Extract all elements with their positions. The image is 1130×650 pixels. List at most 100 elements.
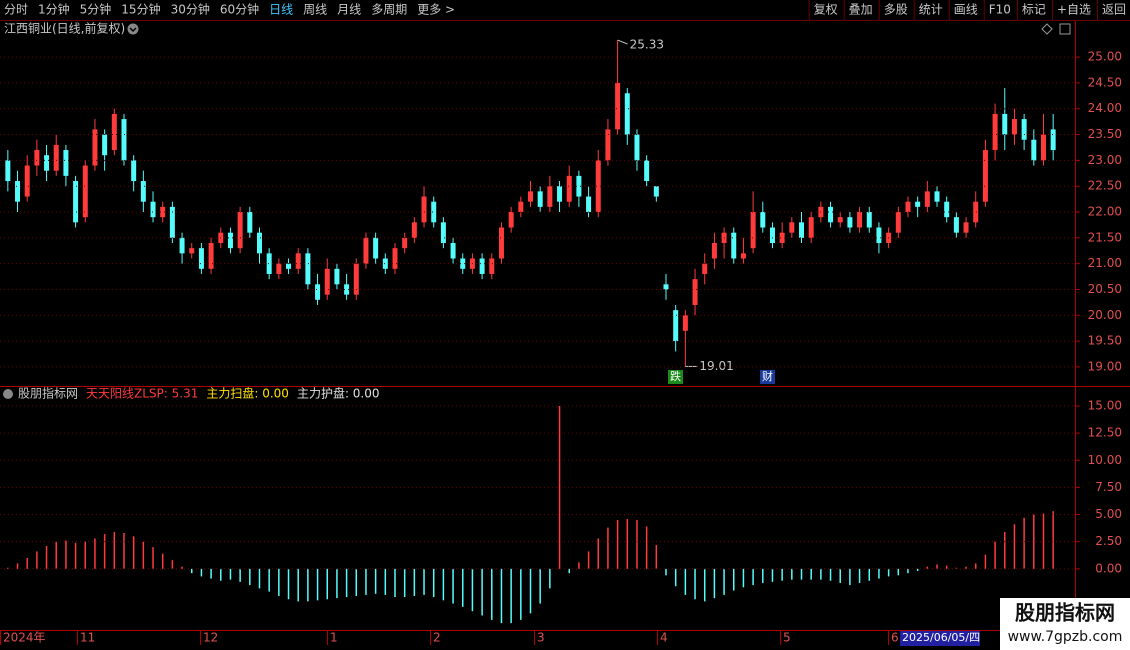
candle-body	[663, 284, 669, 290]
candle-body	[779, 232, 785, 243]
event-marker-box[interactable]	[668, 370, 683, 384]
toolbar-button[interactable]: 画线	[954, 3, 978, 17]
diamond-icon[interactable]	[1041, 23, 1053, 35]
candle-body	[682, 315, 688, 331]
y-tick-label: 23.00	[1088, 153, 1122, 167]
toolbar-tab[interactable]: 周线	[303, 3, 327, 17]
candle-body	[537, 191, 543, 207]
y-tick-label: 24.50	[1088, 75, 1122, 89]
current-date: 2025/06/05/四	[902, 631, 980, 644]
date-label: 3	[537, 631, 545, 645]
candle-body	[373, 237, 379, 259]
candle-body	[431, 201, 437, 223]
indicator-header: 天天阳线ZLSP: 5.31	[86, 387, 198, 401]
candle-body	[944, 201, 950, 218]
toolbar-button[interactable]: 复权	[814, 3, 838, 17]
stock-title: 江西铜业(日线,前复权)	[4, 21, 125, 36]
candle-body	[828, 206, 834, 223]
candle-body	[44, 155, 50, 171]
candle-body	[615, 82, 621, 130]
date-label: 12	[203, 631, 218, 645]
candle-body	[1031, 139, 1037, 161]
candle-body	[963, 222, 969, 233]
candle-body	[1011, 119, 1017, 135]
candle-body	[382, 258, 388, 269]
indicator-header: 主力护盘: 0.00	[297, 386, 380, 401]
candle-body	[498, 227, 504, 259]
toolbar-tab[interactable]: 更多 >	[417, 3, 455, 17]
candle-body	[121, 119, 127, 161]
candle-body	[624, 93, 630, 135]
y-tick-label: 22.00	[1088, 205, 1122, 219]
toolbar-tab[interactable]: 30分钟	[171, 2, 210, 17]
candle-body	[402, 237, 408, 249]
candle-body	[140, 181, 146, 202]
candle-body	[915, 201, 921, 207]
toolbar-tab[interactable]: 60分钟	[220, 2, 259, 17]
candle-body	[653, 186, 659, 197]
candle-body	[731, 232, 737, 259]
candle-body	[334, 268, 340, 285]
event-marker: 跌	[670, 369, 681, 383]
candle-body	[150, 201, 156, 218]
toolbar-tab[interactable]: 1分钟	[38, 2, 70, 17]
candle-body	[924, 191, 930, 207]
low-label: 19.01	[699, 359, 733, 373]
candle-body	[1002, 113, 1008, 135]
high-label: 25.33	[630, 38, 664, 52]
candle-body	[634, 134, 640, 161]
candle-body	[421, 196, 427, 223]
indicator-header: 主力扫盘: 0.00	[206, 386, 289, 401]
y-tick-label: 19.00	[1088, 359, 1122, 373]
toolbar-tab[interactable]: 多周期	[371, 3, 407, 17]
candle-body	[53, 144, 59, 171]
candle-body	[740, 253, 746, 259]
candle-body	[644, 160, 650, 182]
indicator-menu-icon[interactable]	[3, 389, 13, 399]
candle-body	[518, 201, 524, 213]
candle-body	[266, 253, 272, 274]
watermark-url: www.7gpzb.com	[1008, 629, 1123, 645]
toolbar-tab[interactable]: 15分钟	[121, 2, 160, 17]
toolbar-button[interactable]: 多股	[884, 3, 908, 17]
candle-body	[198, 248, 204, 269]
candle-body	[595, 160, 601, 213]
candle-body	[479, 258, 485, 274]
candle-body	[227, 232, 233, 249]
y-tick-label: 15.00	[1088, 398, 1122, 412]
y-tick-label: 20.00	[1088, 308, 1122, 322]
toolbar-tab[interactable]: 分时	[4, 3, 28, 17]
candle-body	[15, 181, 21, 202]
toolbar-tab[interactable]: 月线	[337, 3, 361, 17]
candle-body	[557, 186, 563, 202]
toolbar-button[interactable]: +自选	[1057, 3, 1091, 17]
toolbar-button[interactable]: 标记	[1022, 3, 1046, 17]
date-label: 2	[433, 631, 441, 645]
date-label: 5	[783, 631, 791, 645]
toolbar-button[interactable]: 叠加	[849, 3, 873, 17]
window-icon[interactable]	[1059, 23, 1071, 35]
y-tick-label: 10.00	[1088, 453, 1122, 467]
watermark-box	[1000, 598, 1130, 650]
date-label: 2024年	[3, 631, 46, 645]
toolbar-button[interactable]: 统计	[919, 3, 943, 17]
candle-body	[837, 217, 843, 223]
candle-body	[111, 113, 117, 151]
candle-body	[857, 212, 863, 228]
toolbar-tab[interactable]: 5分钟	[80, 2, 112, 17]
event-marker-box[interactable]	[760, 370, 775, 384]
title-menu-icon[interactable]	[127, 23, 139, 35]
candle-body	[508, 212, 514, 228]
toolbar-button[interactable]: F10	[989, 3, 1011, 17]
candle-body	[295, 253, 301, 269]
candle-body	[673, 310, 679, 342]
candle-body	[169, 206, 175, 238]
candle-body	[982, 150, 988, 202]
toolbar-tab[interactable]: 日线	[269, 3, 293, 17]
toolbar-button[interactable]: 返回	[1102, 3, 1126, 17]
y-tick-label: 22.50	[1088, 179, 1122, 193]
y-tick-label: 24.00	[1088, 101, 1122, 115]
candle-body	[286, 263, 292, 269]
candle-body	[315, 284, 321, 300]
